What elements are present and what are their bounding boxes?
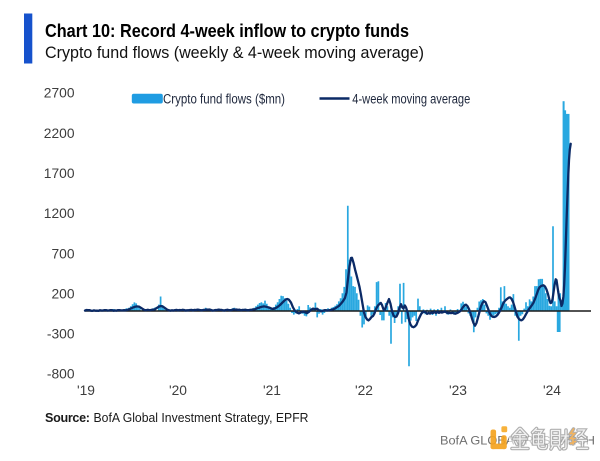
- svg-text:Crypto fund flows ($mn): Crypto fund flows ($mn): [163, 91, 285, 106]
- svg-text:1700: 1700: [44, 166, 75, 181]
- svg-text:2200: 2200: [44, 126, 75, 141]
- svg-text:'23: '23: [449, 383, 467, 398]
- svg-text:'19: '19: [77, 383, 95, 398]
- svg-text:2700: 2700: [44, 86, 75, 101]
- svg-text:'22: '22: [355, 383, 373, 398]
- svg-text:'20: '20: [169, 383, 187, 398]
- svg-text:Source:BofA Global Investment: Source: BofA Global Investment Strategy, …: [45, 411, 309, 425]
- svg-text:-800: -800: [47, 367, 75, 382]
- svg-text:-300: -300: [47, 327, 75, 342]
- svg-text:'24: '24: [543, 383, 561, 398]
- svg-text:'21: '21: [263, 383, 281, 398]
- svg-text:4-week moving average: 4-week moving average: [352, 91, 470, 106]
- svg-text:Crypto fund flows (weekly & 4-: Crypto fund flows (weekly & 4-week movin…: [45, 44, 424, 62]
- svg-text:Chart 10: Record 4-week inflow: Chart 10: Record 4-week inflow to crypto…: [45, 20, 409, 41]
- svg-text:1200: 1200: [44, 206, 75, 221]
- svg-text:200: 200: [51, 286, 74, 301]
- svg-text:700: 700: [51, 246, 74, 261]
